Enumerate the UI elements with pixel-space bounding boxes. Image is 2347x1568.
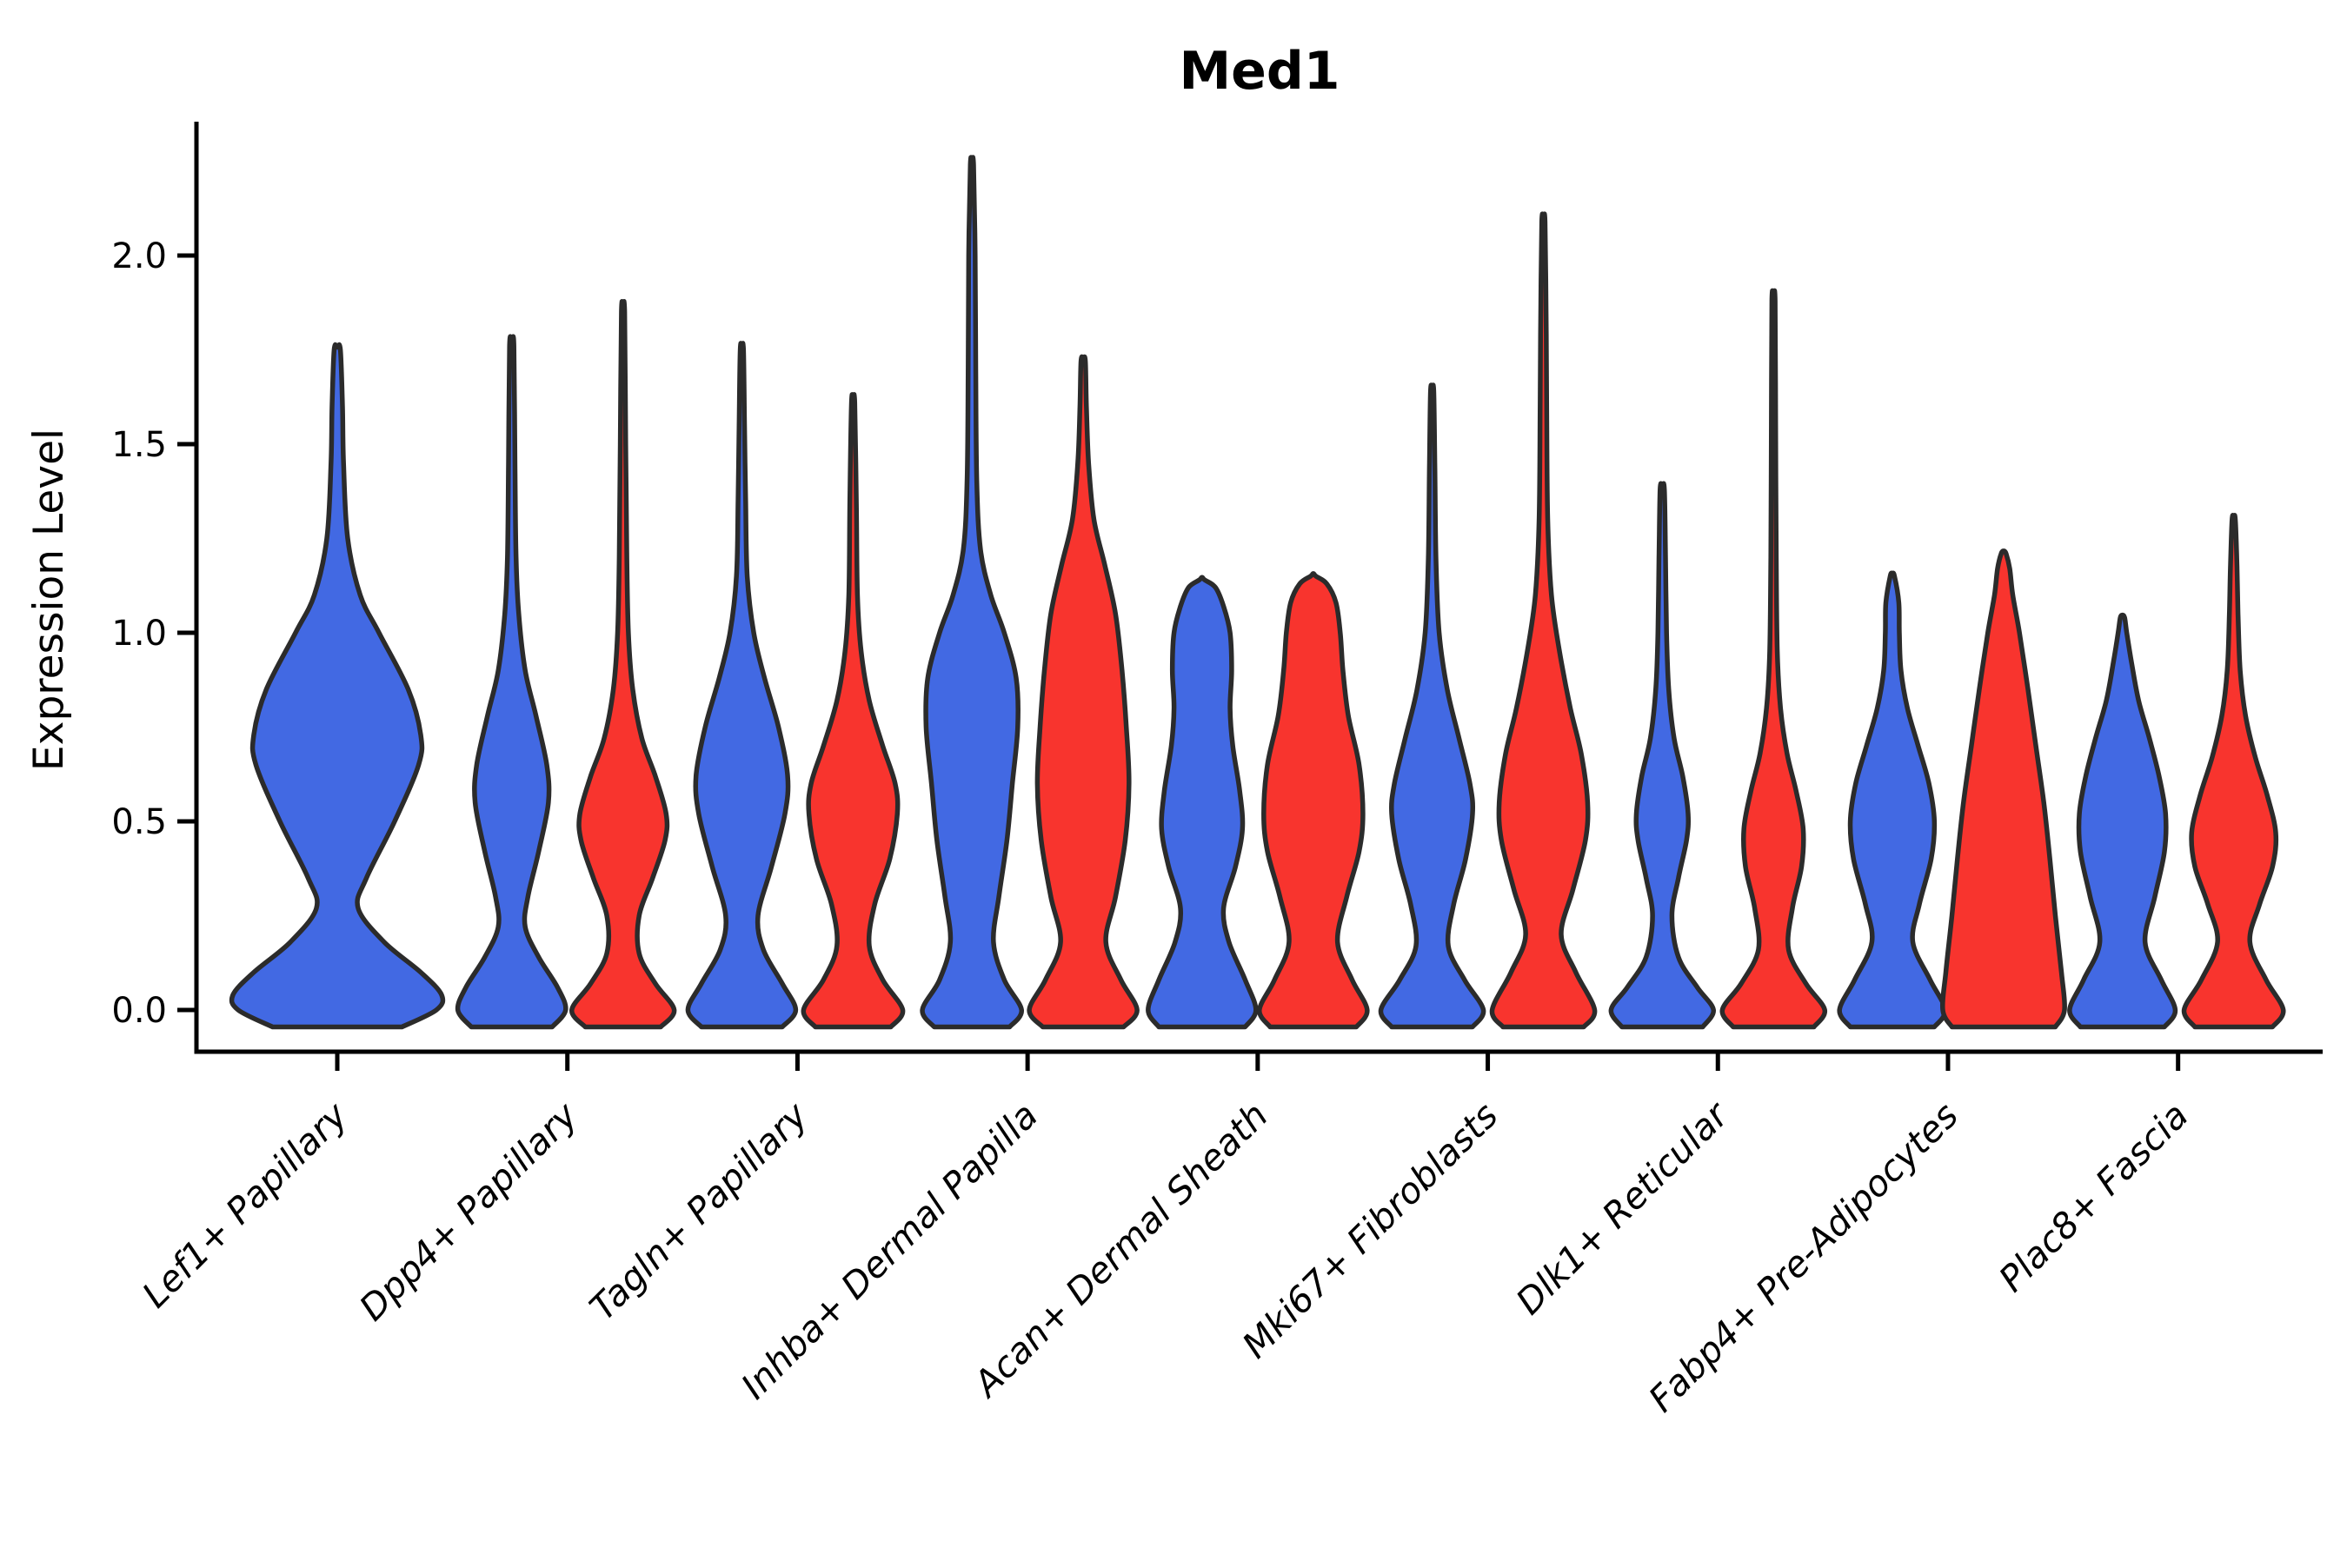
chart-title: Med1 [1179,41,1340,102]
violin-tagln-blue [685,341,799,1030]
violin-plac8-blue [2067,612,2178,1030]
y-axis-label: Expression Level [25,429,73,771]
violin-acan-blue [1146,575,1259,1030]
violin-tagln-red [801,392,906,1030]
y-tick-label: 2.0 [111,236,167,276]
y-tick-label: 0.0 [111,991,167,1031]
violin-dpp4-red [569,299,677,1030]
violin-dpp4-blue [455,334,568,1030]
y-tick-label: 1.5 [111,425,167,465]
y-tick-label: 0.5 [111,802,167,842]
violin-fabp4-red [1939,548,2067,1030]
violin-mki67-blue [1378,382,1486,1030]
violin-fabp4-blue [1837,570,1948,1030]
violin-dlk1-blue [1608,481,1716,1030]
y-tick-label: 1.0 [111,614,167,654]
violin-plac8-red [2181,513,2286,1030]
violin-mki67-red [1489,211,1598,1030]
violin-inhba-red [1027,354,1140,1030]
violin-acan-red [1257,571,1370,1030]
violin-inhba-blue [920,155,1024,1030]
violin-lef1-blue [229,342,446,1030]
violin-dlk1-red [1719,288,1827,1030]
